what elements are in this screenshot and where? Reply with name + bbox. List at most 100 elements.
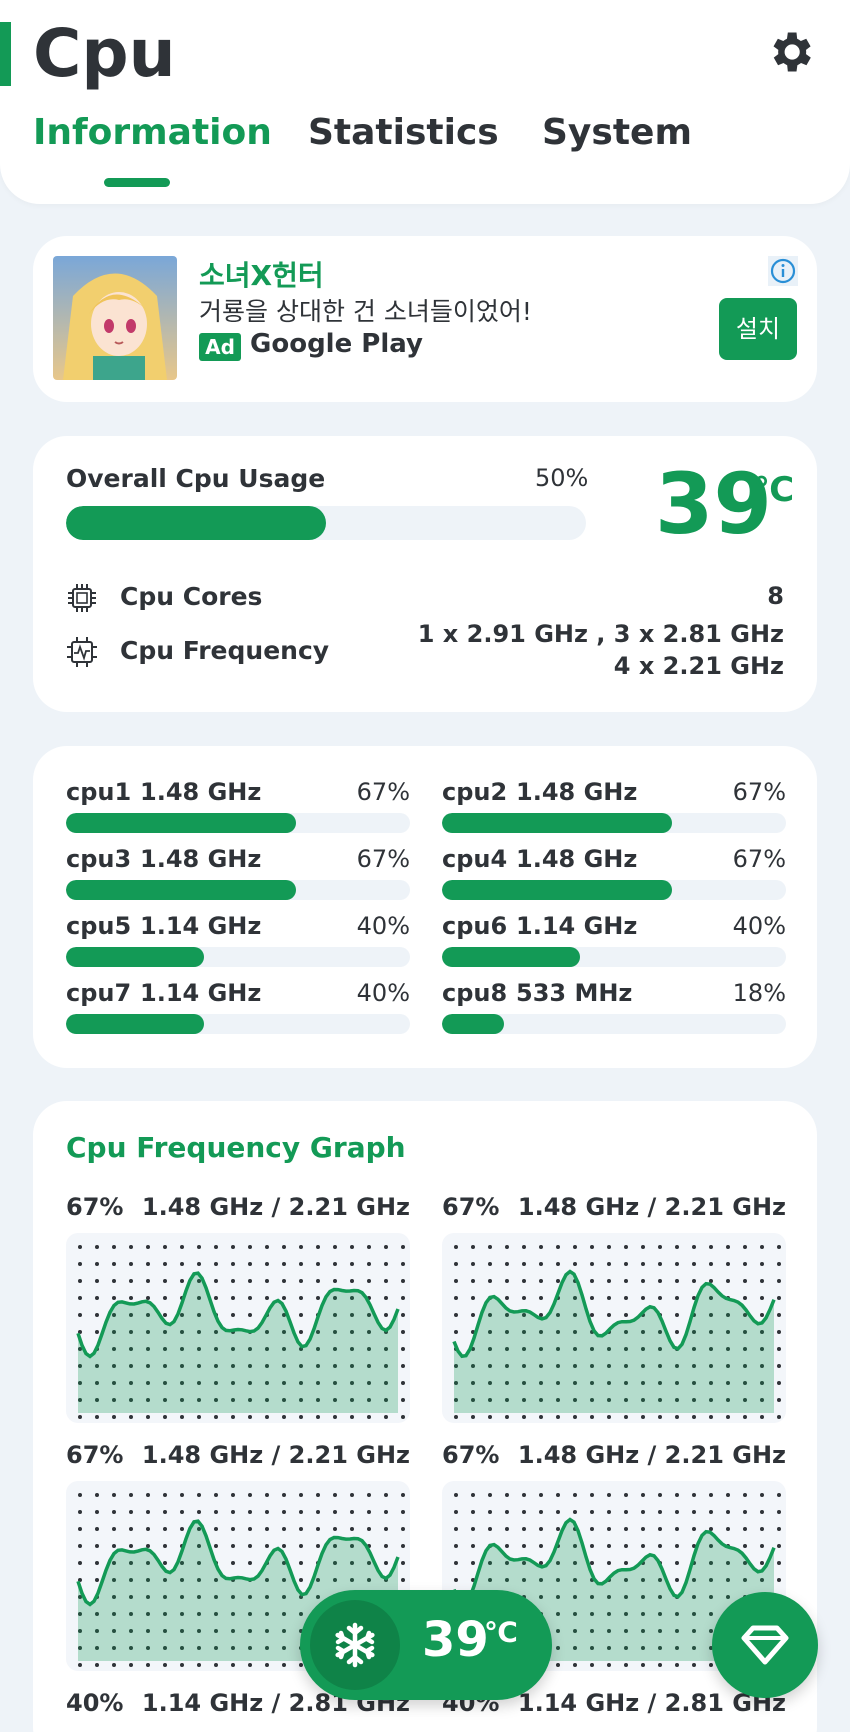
grid-dot	[333, 1313, 337, 1317]
grid-dot	[641, 1595, 645, 1599]
grid-dot	[624, 1646, 628, 1650]
grid-dot	[692, 1262, 696, 1266]
grid-dot	[658, 1398, 662, 1402]
grid-dot	[760, 1415, 764, 1419]
install-button[interactable]: 설치	[719, 298, 797, 360]
grid-dot	[607, 1381, 611, 1385]
grid-dot	[675, 1313, 679, 1317]
grid-dot	[641, 1527, 645, 1531]
grid-dot	[95, 1510, 99, 1514]
grid-dot	[180, 1578, 184, 1582]
grid-dot	[180, 1313, 184, 1317]
grid-dot	[709, 1245, 713, 1249]
grid-dot	[78, 1313, 82, 1317]
grid-dot	[505, 1510, 509, 1514]
grid-dot	[726, 1279, 730, 1283]
grid-dot	[777, 1279, 781, 1283]
grid-dot	[641, 1347, 645, 1351]
grid-dot	[641, 1398, 645, 1402]
core-row: cpu6 1.14 GHz 40%	[442, 912, 786, 972]
grid-dot	[248, 1398, 252, 1402]
grid-dot	[163, 1262, 167, 1266]
gear-icon[interactable]	[764, 26, 816, 78]
grid-dot	[590, 1612, 594, 1616]
info-icon[interactable]	[768, 256, 798, 286]
grid-dot	[539, 1595, 543, 1599]
grid-dot	[607, 1262, 611, 1266]
grid-dot	[539, 1347, 543, 1351]
grid-dot	[726, 1347, 730, 1351]
grid-dot	[505, 1544, 509, 1548]
grid-dot	[197, 1663, 201, 1667]
grid-dot	[658, 1629, 662, 1633]
ad-title[interactable]: 소녀X헌터	[199, 259, 324, 292]
grid-dot	[471, 1245, 475, 1249]
grid-dot	[350, 1415, 354, 1419]
tab-statistics[interactable]: Statistics	[308, 112, 499, 153]
tab-information[interactable]: Information	[33, 112, 272, 153]
grid-dot	[316, 1262, 320, 1266]
grid-dot	[488, 1279, 492, 1283]
gem-fab-button[interactable]	[712, 1592, 818, 1698]
grid-dot	[248, 1262, 252, 1266]
grid-dot	[367, 1279, 371, 1283]
grid-dot	[590, 1595, 594, 1599]
grid-dot	[163, 1313, 167, 1317]
grid-dot	[709, 1578, 713, 1582]
grid-dot	[78, 1493, 82, 1497]
ad-thumbnail-image[interactable]	[53, 256, 177, 380]
grid-dot	[112, 1279, 116, 1283]
grid-dot	[522, 1313, 526, 1317]
grid-dot	[539, 1245, 543, 1249]
grid-dot	[248, 1561, 252, 1565]
grid-dot	[214, 1510, 218, 1514]
grid-dot	[197, 1493, 201, 1497]
grid-dot	[350, 1313, 354, 1317]
grid-dot	[265, 1646, 269, 1650]
grid-dot	[590, 1646, 594, 1650]
grid-dot	[675, 1612, 679, 1616]
grid-dot	[573, 1510, 577, 1514]
grid-dot	[777, 1398, 781, 1402]
grid-dot	[146, 1595, 150, 1599]
grid-dot	[367, 1493, 371, 1497]
core-percent: 67%	[356, 778, 410, 806]
grid-dot	[692, 1364, 696, 1368]
grid-dot	[112, 1544, 116, 1548]
grid-dot	[112, 1595, 116, 1599]
grid-dot	[743, 1578, 747, 1582]
grid-dot	[146, 1612, 150, 1616]
grid-dot	[214, 1364, 218, 1368]
grid-dot	[573, 1262, 577, 1266]
grid-dot	[384, 1415, 388, 1419]
grid-dot	[624, 1493, 628, 1497]
core-name: cpu4	[442, 845, 508, 873]
ad-card[interactable]: 소녀X헌터 거룡을 상대한 건 소녀들이었어! Ad Google Play 설…	[33, 236, 817, 402]
grid-dot	[129, 1330, 133, 1334]
grid-dot	[556, 1578, 560, 1582]
floating-temperature-button[interactable]: 39 ℃	[300, 1590, 552, 1700]
grid-dot	[95, 1330, 99, 1334]
core-usage-bar	[442, 947, 786, 967]
grid-dot	[726, 1398, 730, 1402]
grid-dot	[539, 1493, 543, 1497]
grid-dot	[709, 1330, 713, 1334]
grid-dot	[180, 1493, 184, 1497]
chip-icon	[68, 584, 96, 612]
core-frequency: 1.48 GHz	[516, 845, 638, 873]
grid-dot	[401, 1544, 405, 1548]
grid-dot	[282, 1245, 286, 1249]
grid-dot	[316, 1330, 320, 1334]
grid-dot	[367, 1578, 371, 1582]
grid-dot	[539, 1262, 543, 1266]
core-usage-bar	[66, 947, 410, 967]
grid-dot	[367, 1527, 371, 1531]
tab-system[interactable]: System	[542, 112, 692, 153]
grid-dot	[607, 1646, 611, 1650]
grid-dot	[350, 1561, 354, 1565]
grid-dot	[726, 1364, 730, 1368]
grid-dot	[624, 1629, 628, 1633]
grid-dot	[163, 1415, 167, 1419]
grid-dot	[316, 1296, 320, 1300]
grid-dot	[709, 1595, 713, 1599]
